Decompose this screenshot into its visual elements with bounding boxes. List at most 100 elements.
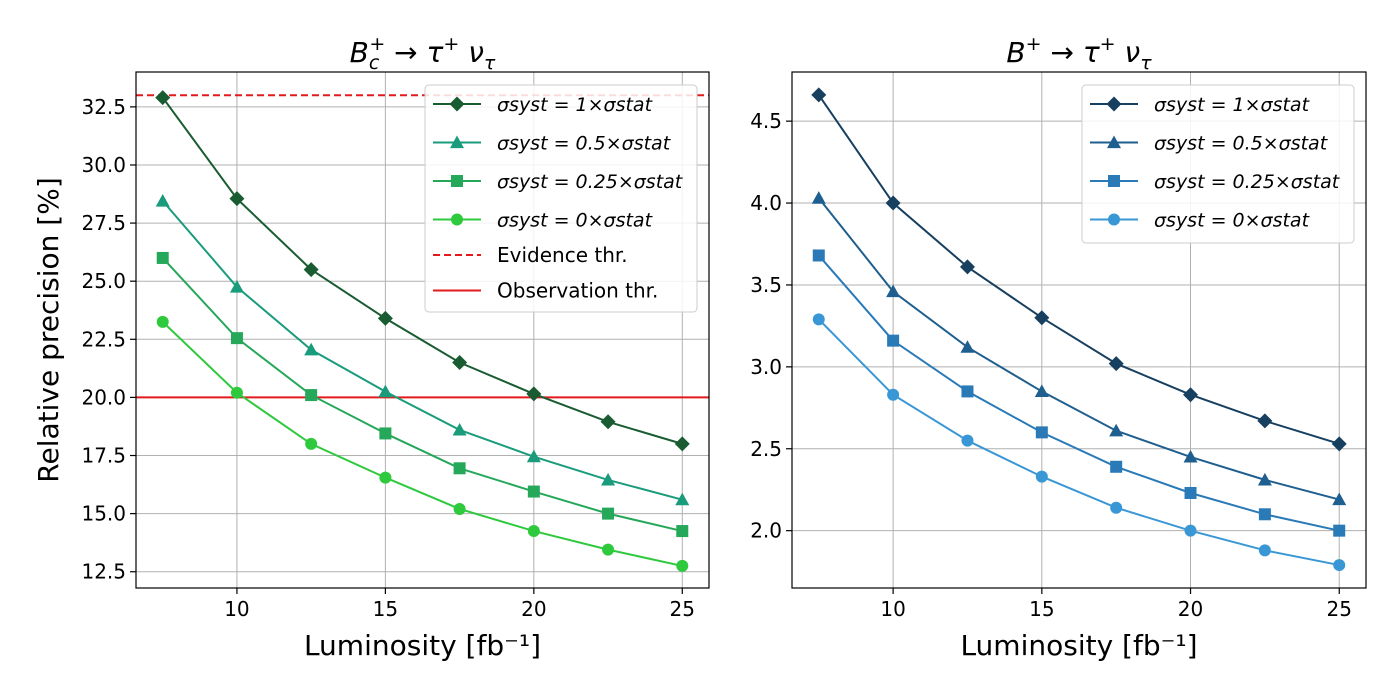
- legend-item: σsyst = 0×σstat: [433, 210, 654, 232]
- legend-label: σsyst = 1×σstat: [1154, 94, 1311, 116]
- data-point: [1183, 449, 1198, 463]
- legend-item: σsyst = 1×σstat: [433, 94, 654, 116]
- data-point: [1332, 492, 1347, 506]
- data-point: [602, 543, 615, 556]
- data-point: [674, 436, 690, 452]
- data-point: [1184, 486, 1197, 499]
- data-point: [961, 434, 974, 447]
- data-point: [886, 284, 901, 298]
- legend-label: σsyst = 0×σstat: [1154, 210, 1311, 232]
- data-point: [960, 340, 975, 353]
- y-tick-label: 17.5: [81, 444, 126, 468]
- series-triangle: [155, 194, 690, 506]
- y-tick-label: 2.0: [750, 519, 782, 543]
- title-tau-sup: +: [1100, 33, 1116, 55]
- data-point: [887, 388, 900, 401]
- legend-box: [1081, 84, 1355, 244]
- y-tick-label: 30.0: [81, 153, 126, 177]
- y-tick-label: 4.0: [750, 191, 782, 215]
- data-point: [600, 414, 616, 430]
- data-point: [1034, 384, 1049, 398]
- legend-marker: [451, 213, 463, 226]
- title-sup: +: [1026, 33, 1042, 55]
- x-tick-label: 10: [224, 597, 249, 621]
- series-square: [156, 251, 689, 538]
- y-tick-label: 3.0: [750, 355, 782, 379]
- legend-item: Observation thr.: [433, 279, 658, 303]
- series-circle: [812, 313, 1346, 572]
- data-point: [305, 437, 318, 450]
- data-point: [1258, 508, 1271, 521]
- y-tick-label: 20.0: [81, 385, 126, 409]
- y-tick-label: 2.5: [750, 437, 782, 461]
- data-point: [812, 313, 825, 326]
- title-sup: +: [369, 33, 385, 55]
- title-main: B: [350, 36, 369, 69]
- legend-label: σsyst = 0.5×σstat: [1154, 133, 1329, 155]
- title-nu-sub: τ: [1140, 52, 1152, 74]
- data-point: [887, 334, 900, 347]
- y-tick-label: 32.5: [81, 95, 126, 119]
- title-tau-sup: +: [443, 33, 459, 55]
- legend-label: σsyst = 0.5×σstat: [497, 133, 672, 155]
- data-point: [377, 310, 393, 326]
- legend-item: σsyst = 0.25×σstat: [1090, 171, 1341, 193]
- data-point: [959, 259, 975, 275]
- x-tick-label: 20: [1178, 597, 1203, 621]
- data-point: [379, 427, 392, 440]
- data-point: [156, 315, 169, 328]
- chart-title: Bc+ → τ+ ντ: [350, 33, 496, 74]
- legend-item: σsyst = 0.5×σstat: [433, 133, 672, 155]
- legend-item: σsyst = 1×σstat: [1090, 94, 1311, 116]
- y-axis-label: Relative precision [%]: [32, 177, 65, 482]
- title-arrow: →: [385, 36, 426, 69]
- data-point: [230, 386, 243, 399]
- data-point: [1184, 524, 1197, 537]
- title-main: B: [1006, 36, 1025, 69]
- data-point: [1110, 460, 1123, 473]
- title-arrow: →: [1042, 36, 1083, 69]
- y-tick-label: 27.5: [81, 211, 126, 235]
- series-line: [818, 318, 1340, 567]
- data-point: [812, 249, 825, 262]
- legend: σsyst = 1×σstat σsyst = 0.5×σstat σsyst = …: [1081, 84, 1355, 244]
- y-tick-label: 25.0: [81, 269, 126, 293]
- data-point: [453, 502, 466, 515]
- data-point: [229, 280, 244, 293]
- legend-marker: [1106, 96, 1122, 112]
- x-tick-label: 15: [373, 597, 398, 621]
- series-line: [817, 94, 1340, 445]
- title-tau: τ: [427, 36, 444, 69]
- data-point: [305, 389, 318, 402]
- title-sub: c: [369, 52, 380, 74]
- legend-label: Evidence thr.: [497, 243, 628, 267]
- data-point: [676, 559, 689, 572]
- data-point: [602, 507, 615, 520]
- title-tau: τ: [1083, 36, 1100, 69]
- data-point: [379, 471, 392, 484]
- data-point: [527, 485, 540, 498]
- panel-bc-tau-nu: 10 15 20 25 12.5 15.0 17.5 20.0 22.5 25.0 27.5 30.0…: [32, 33, 710, 662]
- data-point: [526, 449, 541, 463]
- series-line: [161, 200, 683, 501]
- legend-item: σsyst = 0.25×σstat: [433, 171, 684, 193]
- legend-label: σsyst = 0.25×σstat: [1154, 171, 1341, 193]
- y-tick-label: 4.5: [750, 109, 782, 133]
- y-tick-label: 3.5: [750, 273, 782, 297]
- data-point: [1110, 501, 1123, 514]
- legend-marker: [449, 96, 465, 112]
- y-tick-label: 22.5: [81, 327, 126, 351]
- data-point: [526, 386, 542, 402]
- series-triangle: [811, 191, 1347, 506]
- legend-item: σsyst = 0.5×σstat: [1090, 133, 1329, 155]
- chart-title: B+ → τ+ ντ: [1006, 33, 1152, 74]
- title-nu: ν: [459, 36, 484, 69]
- y-tick-label: 12.5: [81, 560, 126, 584]
- data-point: [1258, 544, 1271, 557]
- series-line: [162, 321, 683, 567]
- legend-marker: [1107, 135, 1121, 149]
- series-line: [161, 96, 683, 445]
- data-point: [601, 472, 616, 486]
- data-point: [885, 195, 901, 211]
